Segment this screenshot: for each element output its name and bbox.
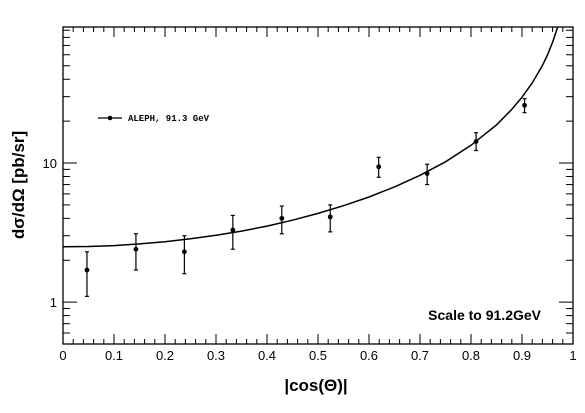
x-tick-label: 0.7 [411, 348, 429, 363]
y-tick-label: 10 [43, 156, 57, 171]
x-tick-label: 0.4 [258, 348, 276, 363]
x-tick-label: 0.6 [360, 348, 378, 363]
x-tick-label: 0.2 [156, 348, 174, 363]
x-axis-ticks: 0 0.1 0.2 0.3 0.4 0.5 0.6 0.7 0.8 0.9 1 [59, 27, 577, 363]
data-point [376, 164, 382, 170]
data-point [279, 215, 285, 221]
x-tick-label: 0.9 [513, 348, 531, 363]
scale-annotation: Scale to 91.2GeV [428, 307, 542, 323]
y-axis-title: dσ/dΩ [pb/sr] [9, 131, 28, 239]
data-point [473, 139, 479, 144]
data-point [522, 102, 527, 108]
data-points [84, 98, 527, 297]
x-tick-label: 0.3 [207, 348, 225, 363]
y-tick-label: 1 [50, 295, 57, 310]
x-tick-label: 1 [569, 348, 576, 363]
x-tick-label: 0.1 [105, 348, 123, 363]
x-tick-label: 0.8 [462, 348, 480, 363]
x-axis-title: |cos(Θ)| [284, 376, 347, 395]
x-tick-label: 0.5 [309, 348, 327, 363]
data-point [84, 267, 90, 273]
legend: ALEPH, 91.3 GeV [98, 114, 210, 124]
plot-frame [62, 26, 574, 345]
data-point [327, 214, 333, 220]
y-axis-ticks: 1 10 [43, 29, 573, 334]
data-point [424, 171, 430, 176]
legend-marker-dot [107, 115, 113, 121]
data-point [181, 249, 187, 255]
x-tick-label: 0 [59, 348, 66, 363]
model-curve [62, 26, 559, 248]
data-point [133, 246, 139, 252]
data-point [230, 227, 236, 233]
legend-label: ALEPH, 91.3 GeV [128, 114, 210, 124]
